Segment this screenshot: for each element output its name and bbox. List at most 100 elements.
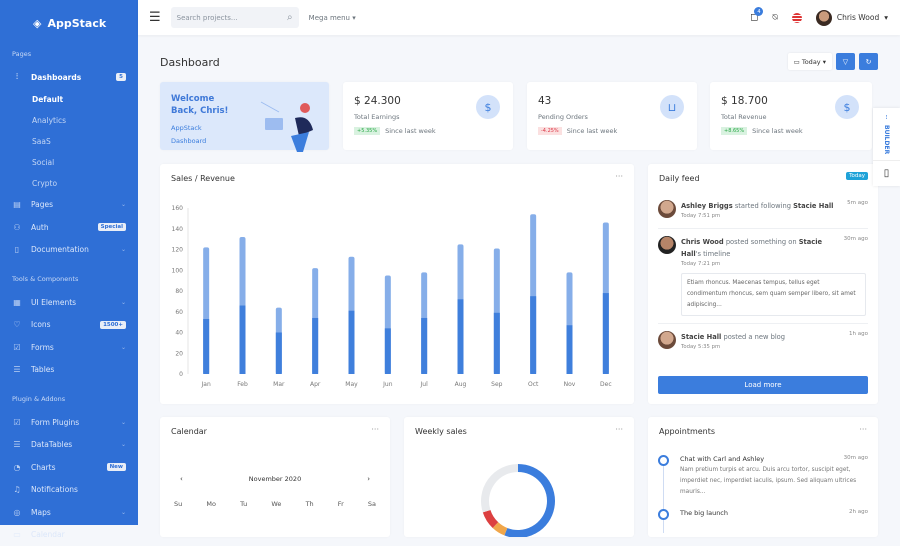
sidebar-item-notifications[interactable]: ♫Notifications xyxy=(0,479,138,502)
bar-series-2-Dec[interactable] xyxy=(603,293,609,374)
menu-toggle-icon[interactable]: ☰ xyxy=(149,10,161,25)
sidebar-item-form-plugins[interactable]: ☑Form Plugins⌄ xyxy=(0,411,138,434)
bar-series-2-Sep[interactable] xyxy=(494,313,500,374)
search-icon[interactable]: ⌕ xyxy=(287,12,293,23)
sidebar-item-tables[interactable]: ☰Tables xyxy=(0,359,138,382)
sidebar-sub-analytics[interactable]: Analytics xyxy=(0,110,138,131)
chevron-down-icon: ⌄ xyxy=(121,509,126,516)
weekday-label: Th xyxy=(306,500,314,508)
charts-badge: New xyxy=(107,463,126,471)
brand-logo[interactable]: ◈AppStack xyxy=(0,0,138,36)
feed-quote: Etiam rhoncus. Maecenas tempus, tellus e… xyxy=(681,273,866,316)
date-filter-dropdown[interactable]: ▭ Today ▾ xyxy=(788,53,832,70)
more-icon[interactable]: ··· xyxy=(371,425,379,434)
y-tick-label: 80 xyxy=(175,288,183,295)
check-square-icon: ☑ xyxy=(12,418,22,427)
us-flag-icon[interactable] xyxy=(792,13,802,23)
messages-icon[interactable]: ◻4 xyxy=(750,12,758,23)
mega-menu-dropdown[interactable]: Mega menu ▾ xyxy=(309,14,356,22)
sidebar-sub-crypto[interactable]: Crypto xyxy=(0,173,138,194)
heart-icon: ♡ xyxy=(12,320,22,329)
avatar xyxy=(658,236,676,254)
user-menu[interactable]: Chris Wood ▾ xyxy=(816,10,888,26)
chevron-down-icon: ⌄ xyxy=(121,201,126,208)
sidebar-item-datatables[interactable]: ☰DataTables⌄ xyxy=(0,434,138,457)
donut-segment-1[interactable] xyxy=(506,468,551,534)
search-input[interactable]: Search projects...⌕ xyxy=(171,7,299,28)
weekday-label: We xyxy=(271,500,281,508)
next-month-icon[interactable]: › xyxy=(367,475,370,483)
builder-panel[interactable]: ⫶BUILDER ▯ xyxy=(873,108,900,186)
sidebar-item-forms[interactable]: ☑Forms⌄ xyxy=(0,336,138,359)
feed-title: Daily feed xyxy=(659,174,700,183)
bar-series-2-Jun[interactable] xyxy=(385,328,391,374)
chevron-down-icon: ⌄ xyxy=(121,246,126,253)
chevron-down-icon: ⌄ xyxy=(121,419,126,426)
prev-month-icon[interactable]: ‹ xyxy=(180,475,183,483)
appointment-item[interactable]: Chat with Carl and Ashley 30m ago Nam pr… xyxy=(658,455,868,498)
y-tick-label: 60 xyxy=(175,309,183,316)
daily-feed-card: Daily feed Today Ashley Briggs started f… xyxy=(648,164,878,404)
appointments-card: Appointments··· Chat with Carl and Ashle… xyxy=(648,417,878,537)
page-title: Dashboard xyxy=(160,56,220,69)
docs-book-icon[interactable]: ▯ xyxy=(873,160,900,186)
bar-series-2-Jan[interactable] xyxy=(203,319,209,374)
donut-segment-4[interactable] xyxy=(485,468,518,511)
sidebar-item-calendar[interactable]: ▭Calendar xyxy=(0,524,138,546)
more-icon[interactable]: ··· xyxy=(859,425,867,434)
bar-series-2-Jul[interactable] xyxy=(421,318,427,374)
bar-series-2-Apr[interactable] xyxy=(312,318,318,374)
book-icon: ▯ xyxy=(12,245,22,254)
section-plugins: Plugin & Addons xyxy=(0,395,138,403)
section-tools: Tools & Components xyxy=(0,275,138,283)
builder-toggle[interactable]: ⫶BUILDER xyxy=(873,108,900,160)
donut-segment-2[interactable] xyxy=(495,525,505,532)
sidebar-item-pages[interactable]: ▤Pages⌄ xyxy=(0,194,138,217)
avatar xyxy=(658,200,676,218)
sidebar-item-ui-elements[interactable]: ▦UI Elements⌄ xyxy=(0,291,138,314)
bar-series-2-Feb[interactable] xyxy=(240,306,246,374)
sidebar-sub-default[interactable]: Default xyxy=(0,89,138,110)
sidebar-sub-social[interactable]: Social xyxy=(0,152,138,173)
change-badge: +8.65% xyxy=(721,127,747,135)
feed-item: Ashley Briggs started following Stacie H… xyxy=(648,200,878,221)
bar-series-2-Aug[interactable] xyxy=(458,299,464,374)
x-tick-label: Apr xyxy=(310,381,321,388)
sidebar-item-documentation[interactable]: ▯Documentation⌄ xyxy=(0,239,138,262)
weekday-label: Fr xyxy=(338,500,344,508)
chevron-down-icon: ⌄ xyxy=(121,299,126,306)
bar-series-2-Nov[interactable] xyxy=(567,325,573,374)
donut-segment-3[interactable] xyxy=(487,511,496,525)
check-square-icon: ☑ xyxy=(12,343,22,352)
sidebar-sub-saas[interactable]: SaaS xyxy=(0,131,138,152)
filter-button[interactable]: ▽ xyxy=(836,53,855,70)
refresh-button[interactable]: ↻ xyxy=(859,53,878,70)
change-badge: -4.25% xyxy=(538,127,562,135)
weekly-sales-donut xyxy=(404,417,634,537)
x-tick-label: Jan xyxy=(201,381,211,388)
load-more-button[interactable]: Load more xyxy=(658,376,868,394)
refresh-icon: ↻ xyxy=(866,58,872,66)
topbar: ☰ Search projects...⌕ Mega menu ▾ ◻4 ⍉ C… xyxy=(138,0,900,35)
pie-chart-icon: ◔ xyxy=(12,463,22,472)
bar-series-2-May[interactable] xyxy=(349,311,355,374)
welcome-heading: Welcome Back, Chris! xyxy=(171,93,241,117)
sidebar-item-maps[interactable]: ◎Maps⌄ xyxy=(0,501,138,524)
x-tick-label: May xyxy=(345,381,358,388)
avatar xyxy=(816,10,832,26)
bell-off-icon[interactable]: ⍉ xyxy=(772,13,777,23)
bar-series-2-Mar[interactable] xyxy=(276,333,282,375)
list-icon: ☰ xyxy=(12,365,22,374)
sliders-icon: ⫶ xyxy=(12,72,22,82)
map-pin-icon: ◎ xyxy=(12,508,22,517)
x-tick-label: Feb xyxy=(237,381,248,388)
bar-series-2-Oct[interactable] xyxy=(530,296,536,374)
appointment-item[interactable]: The big launch 2h ago xyxy=(658,509,868,517)
weekly-sales-card: Weekly sales··· xyxy=(404,417,634,537)
